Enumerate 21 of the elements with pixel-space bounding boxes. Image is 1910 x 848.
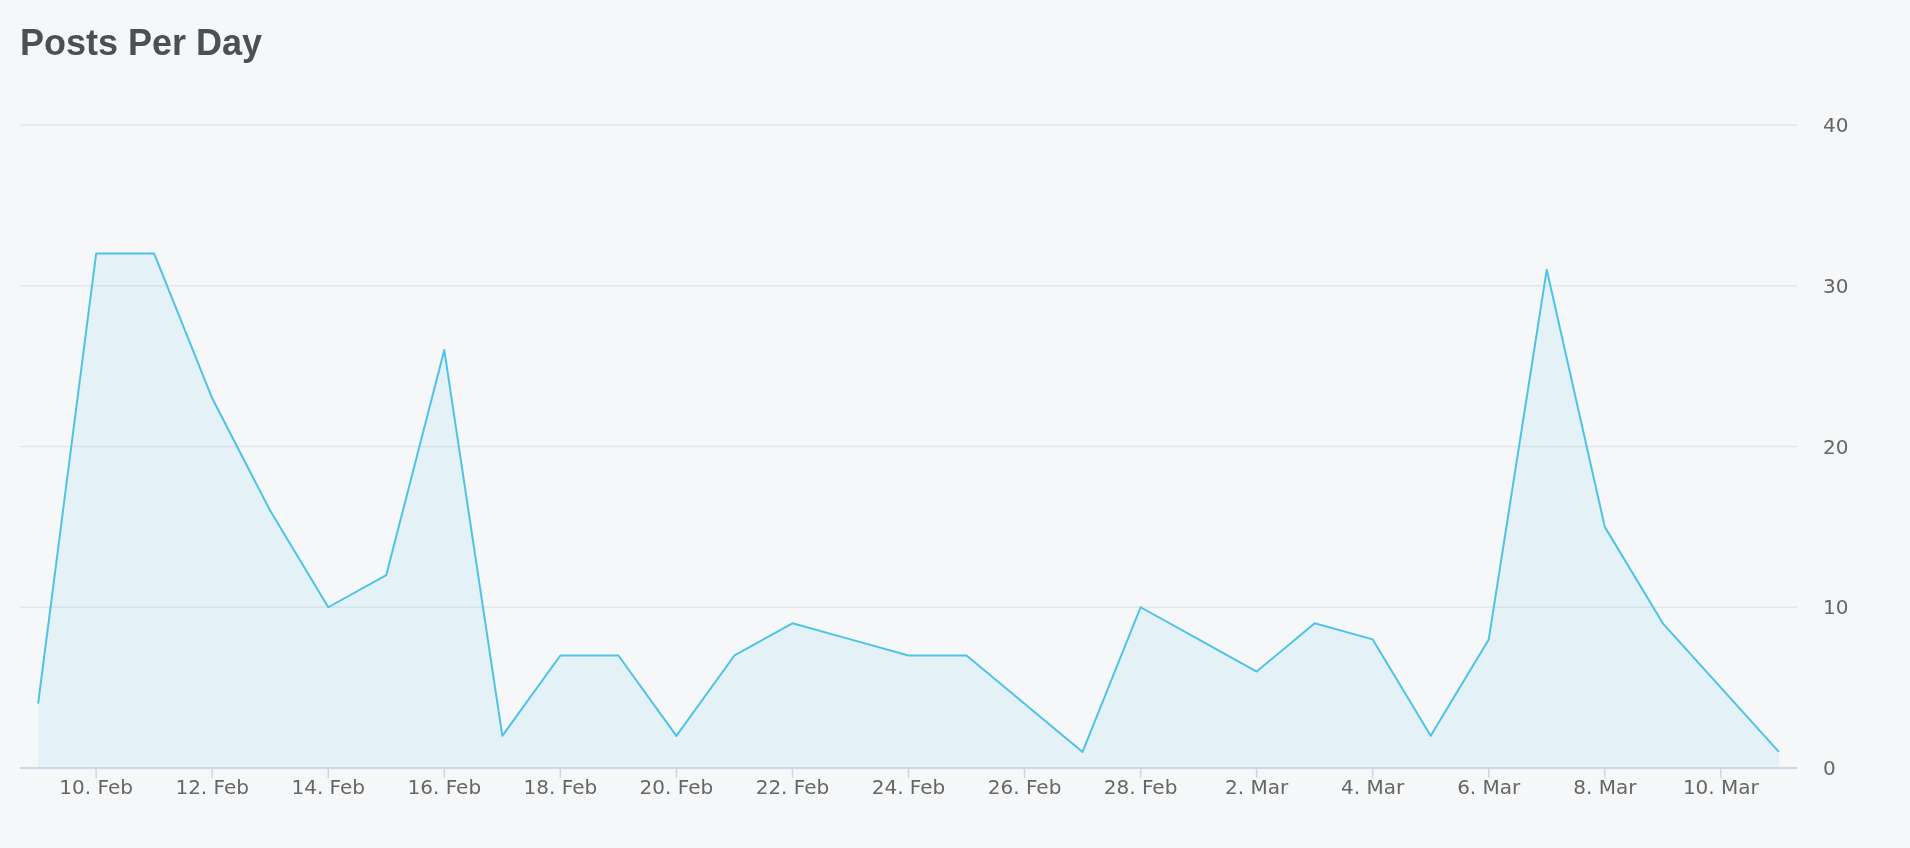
x-tick-label: 4. Mar (1341, 775, 1406, 800)
x-tick-label: 16. Feb (407, 775, 482, 800)
y-tick-label: 10 (1823, 595, 1849, 620)
x-tick-label: 2. Mar (1225, 775, 1289, 800)
y-tick-label: 40 (1823, 113, 1849, 138)
x-tick-label: 8. Mar (1573, 775, 1638, 800)
x-tick-label: 22. Feb (755, 775, 830, 800)
x-tick-label: 14. Feb (291, 775, 366, 800)
y-tick-label: 30 (1823, 273, 1849, 298)
chart-title: Posts Per Day (20, 22, 263, 64)
x-tick-label: 10. Mar (1682, 775, 1760, 800)
x-tick-label: 6. Mar (1457, 775, 1522, 800)
y-tick-label: 0 (1823, 756, 1836, 781)
x-tick-label: 26. Feb (987, 775, 1062, 800)
y-tick-label: 20 (1823, 434, 1849, 459)
x-tick-label: 18. Feb (523, 775, 598, 800)
x-tick-label: 28. Feb (1103, 775, 1178, 800)
x-tick-label: 20. Feb (639, 775, 714, 800)
x-tick-label: 24. Feb (871, 775, 946, 800)
x-tick-label: 10. Feb (59, 775, 133, 800)
x-tick-label: 12. Feb (175, 775, 249, 800)
